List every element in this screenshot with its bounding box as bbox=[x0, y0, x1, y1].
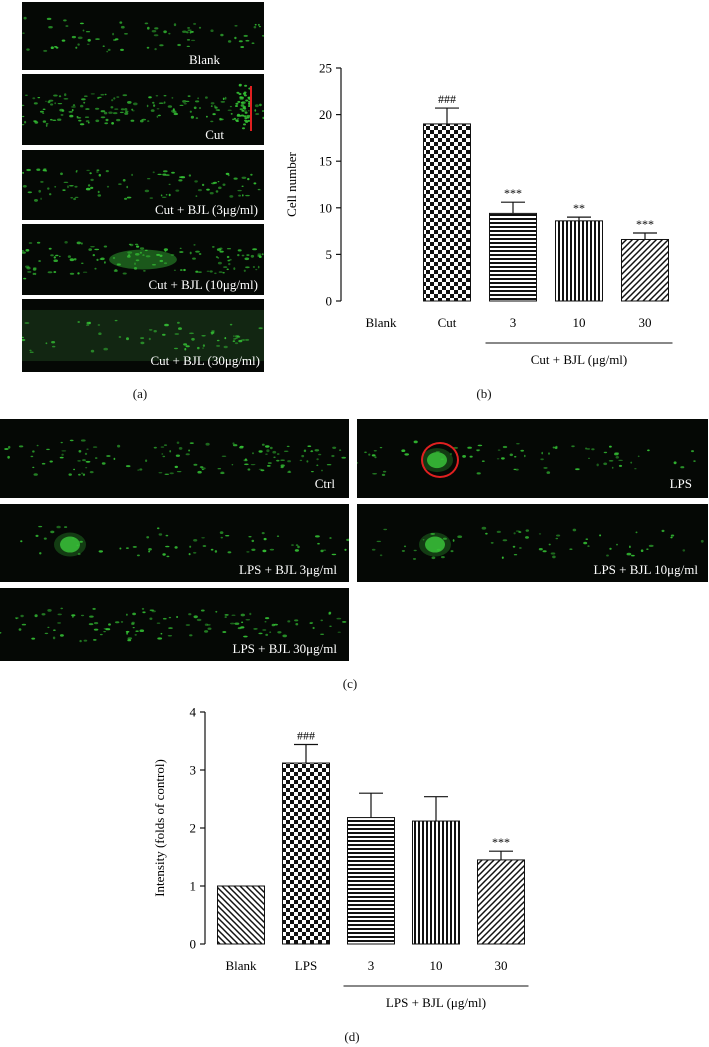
caption-b: (b) bbox=[476, 386, 492, 401]
image-cut: Cut bbox=[22, 74, 264, 145]
image-label-lps-bjl-10: LPS + BJL 10μg/ml bbox=[593, 562, 698, 577]
y-axis-label: Intensity (folds of control) bbox=[152, 759, 167, 897]
bar bbox=[282, 762, 330, 945]
significance-label: *** bbox=[504, 186, 522, 200]
image-label-lps: LPS bbox=[669, 476, 692, 491]
y-tick-label: 20 bbox=[319, 107, 332, 122]
fish-image-lps-bjl-10 bbox=[371, 526, 704, 560]
x-tick-label: 10 bbox=[430, 958, 443, 973]
x-tick-label: 30 bbox=[639, 315, 652, 330]
image-lps-bjl-3: LPS + BJL 3μg/ml bbox=[0, 504, 349, 582]
bar bbox=[412, 820, 460, 945]
fish-image-cut-bjl-30 bbox=[22, 309, 264, 362]
y-tick-label: 3 bbox=[190, 763, 197, 778]
fish-image-blank bbox=[22, 16, 264, 53]
bar bbox=[489, 212, 537, 302]
significance-label: ** bbox=[573, 201, 585, 215]
chart-b: 0 5 10 15 20 25 Cell number Blank ### Cut *** 3 ** 10… bbox=[284, 61, 673, 367]
y-tick-label: 1 bbox=[190, 879, 197, 894]
fish-image-cut bbox=[22, 83, 264, 130]
cut-marker-line bbox=[250, 86, 252, 131]
y-tick-label: 10 bbox=[319, 200, 332, 215]
significance-label: ### bbox=[297, 728, 315, 742]
y-tick-label: 2 bbox=[190, 821, 197, 836]
image-label-lps-bjl-30: LPS + BJL 30μg/ml bbox=[232, 641, 337, 656]
y-tick-label: 15 bbox=[319, 154, 332, 169]
caption-d: (d) bbox=[344, 1029, 360, 1044]
y-tick-label: 25 bbox=[319, 61, 332, 76]
image-label-cut-bjl-10: Cut + BJL (10μg/ml) bbox=[148, 277, 258, 292]
significance-label: *** bbox=[636, 217, 654, 231]
image-label-cut-bjl-30: Cut + BJL (30μg/ml) bbox=[150, 353, 260, 368]
group-label: Cut + BJL (μg/ml) bbox=[531, 352, 628, 367]
x-tick-label: 30 bbox=[495, 958, 508, 973]
x-tick-label: Cut bbox=[438, 315, 457, 330]
x-tick-label: 3 bbox=[510, 315, 517, 330]
image-lps: LPS bbox=[357, 419, 708, 498]
x-tick-label: 10 bbox=[573, 315, 586, 330]
lps-highlight-circle bbox=[421, 442, 459, 478]
fish-image-lps-bjl-30 bbox=[0, 607, 347, 643]
image-ctrl: Ctrl bbox=[0, 419, 349, 498]
image-cut-bjl-30: Cut + BJL (30μg/ml) bbox=[22, 299, 264, 372]
caption-c: (c) bbox=[342, 676, 358, 691]
fish-image-lps-bjl-3 bbox=[20, 525, 349, 558]
group-label: LPS + BJL (μg/ml) bbox=[386, 995, 486, 1010]
bar bbox=[423, 123, 471, 302]
image-cut-bjl-3: Cut + BJL (3μg/ml) bbox=[22, 150, 264, 220]
fish-image-cut-bjl-10 bbox=[22, 241, 264, 280]
bar bbox=[347, 817, 395, 945]
y-tick-label: 4 bbox=[190, 705, 197, 720]
image-label-ctrl: Ctrl bbox=[314, 476, 335, 491]
y-tick-label: 5 bbox=[326, 247, 333, 262]
bar bbox=[555, 220, 603, 302]
image-blank: Blank bbox=[22, 2, 264, 70]
x-tick-label: LPS bbox=[295, 958, 317, 973]
fish-image-ctrl bbox=[4, 439, 347, 476]
image-lps-bjl-30: LPS + BJL 30μg/ml bbox=[0, 588, 349, 661]
caption-a: (a) bbox=[132, 386, 148, 401]
y-tick-label: 0 bbox=[190, 937, 197, 952]
fish-image-lps bbox=[357, 440, 696, 476]
significance-label: *** bbox=[492, 835, 510, 849]
bar bbox=[621, 238, 669, 302]
significance-label: ### bbox=[438, 92, 456, 106]
y-axis-label: Cell number bbox=[284, 152, 299, 217]
x-tick-label: Blank bbox=[225, 958, 257, 973]
x-tick-label: Blank bbox=[365, 315, 397, 330]
image-label-cut: Cut bbox=[205, 127, 224, 142]
image-cut-bjl-10: Cut + BJL (10μg/ml) bbox=[22, 224, 264, 295]
y-tick-label: 0 bbox=[326, 294, 333, 309]
x-tick-label: 3 bbox=[368, 958, 375, 973]
chart-d: 0 1 2 3 4 Intensity (folds of control) Blank ##… bbox=[152, 705, 529, 1010]
bar bbox=[217, 885, 265, 945]
image-lps-bjl-10: LPS + BJL 10μg/ml bbox=[357, 504, 708, 582]
image-label-cut-bjl-3: Cut + BJL (3μg/ml) bbox=[154, 202, 258, 217]
image-label-lps-bjl-3: LPS + BJL 3μg/ml bbox=[239, 562, 337, 577]
bar bbox=[477, 859, 525, 945]
image-label-blank: Blank bbox=[188, 52, 220, 67]
fish-image-cut-bjl-3 bbox=[22, 168, 261, 202]
